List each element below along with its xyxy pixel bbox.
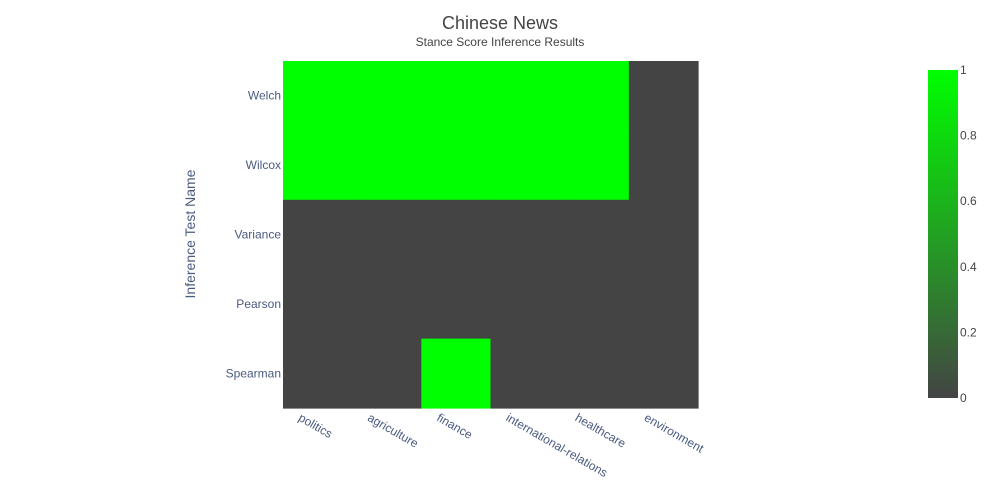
heatmap-cell-pearson-healthcare: [559, 269, 630, 340]
heatmap-cell-pearson-agriculture: [352, 269, 422, 340]
colorbar-tick-label: 1: [960, 63, 967, 77]
y-tick-label: Wilcox: [246, 158, 281, 172]
colorbar-tick-label: 0.2: [960, 325, 977, 339]
x-axis-ticks: politics agriculture finance international-…: [296, 410, 707, 479]
y-tick-label: Welch: [248, 89, 281, 103]
heatmap-cell-spearman-environment: [628, 338, 699, 409]
heatmap-cell-spearman-finance: [421, 338, 492, 409]
colorbar: [928, 70, 958, 398]
heatmap-cell-wilcox-finance: [421, 130, 492, 201]
heatmap-cell-welch-politics: [283, 61, 353, 131]
y-axis-title: Inference Test Name: [182, 169, 198, 298]
heatmap-cell-variance-finance: [421, 199, 492, 270]
heatmap-cell-wilcox-international-relations: [490, 130, 561, 201]
heatmap-cell-wilcox-politics: [283, 130, 353, 201]
y-axis-ticks: Welch Wilcox Variance Pearson Spearman: [226, 89, 282, 381]
heatmap-cell-spearman-healthcare: [559, 338, 630, 409]
y-tick-label: Variance: [235, 228, 282, 242]
heatmap-cell-wilcox-agriculture: [352, 130, 422, 201]
heatmap-cell-spearman-international-relations: [490, 338, 561, 409]
heatmap-cell-welch-healthcare: [559, 61, 630, 131]
heatmap-cell-wilcox-environment: [628, 130, 699, 201]
heatmap-cell-wilcox-healthcare: [559, 130, 630, 201]
chart-title: Chinese News: [442, 13, 558, 33]
heatmap-cell-variance-politics: [283, 199, 353, 270]
y-tick-label: Pearson: [236, 297, 281, 311]
heatmap-cell-welch-international-relations: [490, 61, 561, 131]
heatmap-cell-welch-environment: [628, 61, 699, 131]
x-tick-label: finance: [434, 410, 475, 442]
colorbar-tick-label: 0: [960, 391, 967, 405]
heatmap-cell-variance-agriculture: [352, 199, 422, 270]
colorbar-ticks: 0 0.2 0.4 0.6 0.8 1: [960, 63, 977, 405]
x-tick-label: agriculture: [365, 410, 421, 450]
y-tick-label: Spearman: [226, 366, 281, 380]
heatmap-cell-welch-agriculture: [352, 61, 422, 131]
x-tick-label: healthcare: [573, 410, 629, 450]
heatmap-cell-pearson-international-relations: [490, 269, 561, 340]
heatmap-cell-pearson-environment: [628, 269, 699, 340]
chart-subtitle: Stance Score Inference Results: [416, 35, 585, 49]
heatmap-cell-spearman-politics: [283, 338, 353, 409]
x-tick-label: environment: [642, 410, 707, 455]
heatmap-cell-welch-finance: [421, 61, 492, 131]
heatmap-cell-variance-environment: [628, 199, 699, 270]
colorbar-tick-label: 0.8: [960, 129, 977, 143]
colorbar-tick-label: 0.6: [960, 194, 977, 208]
heatmap-cell-variance-healthcare: [559, 199, 630, 270]
heatmap-cell-variance-international-relations: [490, 199, 561, 270]
heatmap-cells: [283, 61, 699, 409]
heatmap-cell-spearman-agriculture: [352, 338, 422, 409]
heatmap-cell-pearson-politics: [283, 269, 353, 340]
x-tick-label: politics: [296, 410, 335, 440]
colorbar-tick-label: 0.4: [960, 260, 977, 274]
heatmap-cell-pearson-finance: [421, 269, 492, 340]
